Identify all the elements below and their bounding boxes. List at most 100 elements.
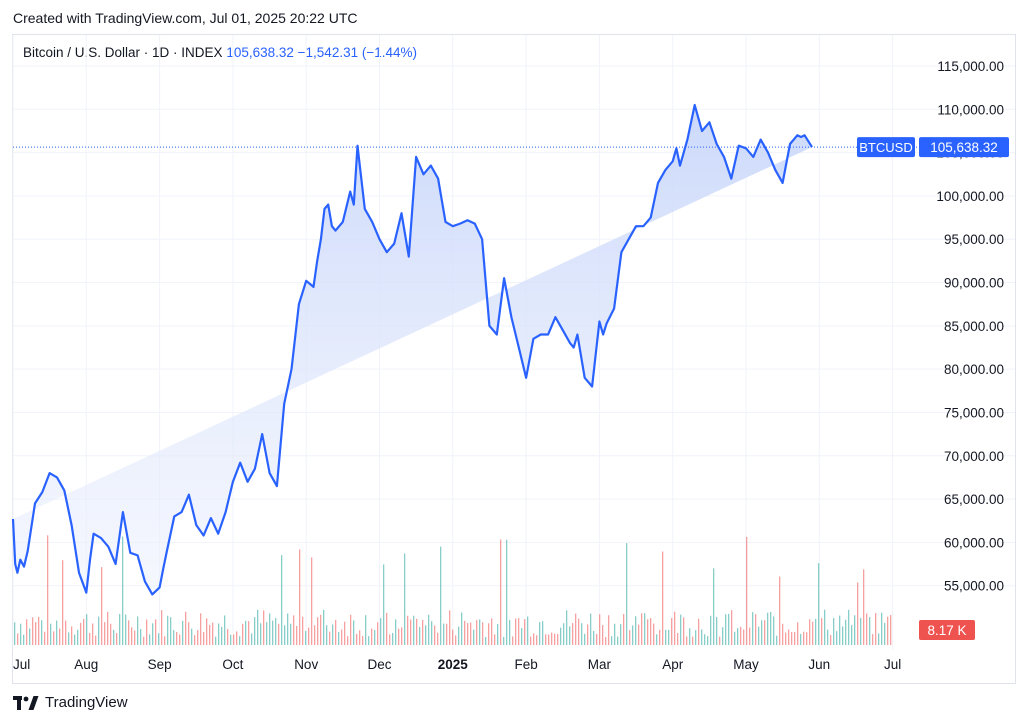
x-axis: Jul Aug Sep Oct Nov Dec 2025 Feb Mar Apr May Jun Jul (13, 657, 901, 672)
volume-bar (779, 576, 781, 645)
volume-bar (431, 621, 433, 645)
volume-bar (890, 615, 892, 645)
volume-bar (470, 622, 472, 645)
series-name-tag-label: BTCUSD (859, 140, 912, 155)
volume-bar (620, 624, 622, 645)
volume-bar (440, 546, 442, 645)
volume-bar (326, 625, 328, 645)
volume-bar (602, 625, 604, 645)
volume-bar (773, 616, 775, 645)
volume-bar (410, 619, 412, 645)
volume-bar (389, 634, 391, 645)
volume-bar (143, 636, 145, 645)
volume-bar (128, 620, 130, 645)
volume-bar (647, 619, 649, 645)
volume-bar (80, 622, 82, 645)
volume-bar (203, 632, 205, 645)
volume-bar (674, 611, 676, 645)
price-area-fill (13, 105, 812, 595)
volume-bar (245, 620, 247, 645)
x-tick-label: Aug (74, 657, 98, 672)
volume-bar (212, 622, 214, 645)
volume-bar (260, 623, 262, 645)
footer-brand: TradingView (13, 694, 128, 711)
volume-bar (719, 636, 721, 645)
volume-bar (653, 623, 655, 645)
volume-bar (272, 620, 274, 645)
volume-tag-label: 8.17 K (927, 623, 966, 638)
volume-bar (566, 610, 568, 645)
volume-bar (47, 535, 49, 645)
volume-bar (524, 619, 526, 645)
chart-legend: Bitcoin / U.S. Dollar · 1D · INDEX 105,6… (23, 45, 417, 60)
volume-bar (650, 618, 652, 645)
volume-bar (296, 625, 298, 645)
volume-bar (851, 625, 853, 645)
volume-bar (626, 543, 628, 645)
volume-bar (350, 614, 352, 645)
volume-bar (782, 623, 784, 645)
legend-price: 105,638.32 (226, 45, 294, 60)
volume-bar (332, 624, 334, 645)
volume-bar (704, 634, 706, 645)
volume-bar (692, 636, 694, 645)
volume-bar (416, 618, 418, 645)
volume-bar (818, 563, 820, 645)
volume-bar (743, 629, 745, 645)
volume-bar (236, 631, 238, 645)
volume-bar (875, 613, 877, 645)
volume-bar (755, 614, 757, 645)
volume-bar (614, 623, 616, 645)
legend-change: −1,542.31 (−1.44%) (297, 45, 417, 60)
volume-bar (371, 628, 373, 645)
volume-bars (14, 535, 892, 645)
volume-bar (428, 614, 430, 645)
y-tick-label: 95,000.00 (944, 232, 1004, 247)
volume-bar (23, 634, 25, 645)
volume-bar (770, 611, 772, 645)
volume-bar (686, 636, 688, 645)
volume-bar (836, 631, 838, 645)
volume-bar (386, 612, 388, 645)
volume-bar (488, 623, 490, 645)
volume-bar (503, 636, 505, 645)
volume-bar (230, 634, 232, 645)
volume-bar (422, 619, 424, 645)
volume-bar (251, 633, 253, 645)
volume-bar (59, 628, 61, 645)
volume-bar (395, 619, 397, 645)
volume-bar (164, 636, 166, 645)
volume-bar (221, 626, 223, 645)
volume-bar (362, 636, 364, 645)
volume-tag (919, 620, 975, 640)
volume-bar (98, 616, 100, 645)
volume-bar (482, 622, 484, 645)
volume-bar (677, 632, 679, 645)
volume-bar (452, 629, 454, 645)
series-name-tag (857, 137, 915, 158)
volume-bar (215, 636, 217, 645)
legend-symbol: Bitcoin / U.S. Dollar · 1D · INDEX (23, 45, 223, 60)
volume-bar (380, 618, 382, 645)
volume-bar (194, 635, 196, 645)
volume-bar (530, 636, 532, 645)
volume-bar (461, 612, 463, 645)
x-tick-label: Nov (294, 657, 318, 672)
volume-bar (827, 629, 829, 645)
volume-bar (866, 613, 868, 645)
volume-bar (740, 626, 742, 645)
volume-bar (344, 621, 346, 645)
volume-bar (413, 615, 415, 645)
volume-bar (401, 627, 403, 645)
volume-bar (83, 618, 85, 645)
volume-bar (680, 614, 682, 645)
volume-bar (473, 629, 475, 645)
volume-bar (716, 617, 718, 645)
volume-bar (689, 628, 691, 645)
volume-bar (191, 628, 193, 645)
y-tick-label: 110,000.00 (937, 102, 1004, 117)
y-tick-label: 115,000.00 (937, 59, 1004, 74)
volume-bar (275, 617, 277, 645)
volume-bar (368, 636, 370, 645)
